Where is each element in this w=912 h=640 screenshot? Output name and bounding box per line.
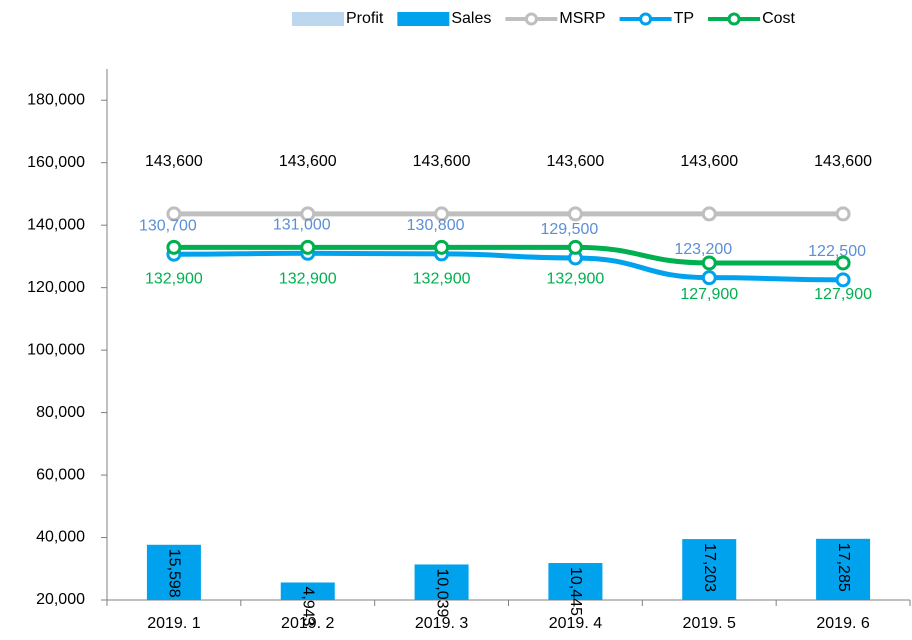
data-label: 122,500: [808, 243, 866, 260]
line: [173, 250, 844, 283]
marker: [434, 206, 450, 222]
data-label: 143,600: [814, 153, 872, 170]
data-label: 127,900: [680, 286, 738, 303]
legend-marker: [727, 12, 741, 26]
y-tick-label: 160,000: [27, 154, 85, 171]
data-label: 129,500: [540, 221, 598, 238]
y-tick-label: 120,000: [27, 279, 85, 296]
x-tick-label: 2019. 3: [415, 615, 468, 632]
legend-label: TP: [674, 10, 694, 27]
bar-label: 10,039: [433, 568, 450, 617]
data-label: 132,900: [279, 271, 337, 288]
data-label: 143,600: [279, 153, 337, 170]
x-tick-label: 2019. 1: [147, 615, 200, 632]
bar: [548, 563, 603, 600]
marker: [701, 206, 717, 222]
marker: [300, 239, 316, 255]
bar: [280, 582, 335, 600]
x-tick-label: 2019. 6: [816, 615, 869, 632]
legend-swatch: [397, 12, 450, 26]
bar: [146, 544, 201, 600]
marker: [835, 206, 851, 222]
data-label: 143,600: [546, 153, 604, 170]
marker: [567, 206, 583, 222]
bar: [816, 538, 871, 600]
legend-label: Profit: [346, 10, 384, 27]
data-label: 143,600: [413, 153, 471, 170]
marker: [567, 239, 583, 255]
bar: [682, 539, 737, 600]
y-tick-label: 100,000: [27, 341, 85, 358]
legend-label: Cost: [762, 10, 795, 27]
data-label: 123,200: [674, 241, 732, 258]
bar-label: 17,285: [835, 543, 852, 592]
bar-label: 15,598: [166, 549, 183, 598]
bar-label: 4,943: [300, 587, 317, 627]
x-tick-label: 2019. 2: [281, 615, 334, 632]
bar-label: 10,445: [567, 567, 584, 616]
y-tick-label: 180,000: [27, 91, 85, 108]
data-label: 131,000: [273, 217, 331, 234]
line: [173, 244, 844, 266]
marker: [166, 239, 182, 255]
marker: [835, 272, 851, 288]
marker: [434, 239, 450, 255]
marker: [701, 270, 717, 286]
x-tick-label: 2019. 4: [549, 615, 602, 632]
data-label: 130,700: [139, 217, 197, 234]
marker: [300, 206, 316, 222]
data-label: 143,600: [680, 153, 738, 170]
data-label: 132,900: [413, 271, 471, 288]
y-tick-label: 60,000: [36, 466, 85, 483]
legend-marker: [524, 12, 538, 26]
y-tick-label: 40,000: [36, 529, 85, 546]
marker: [166, 206, 182, 222]
legend-label: MSRP: [559, 10, 605, 27]
bar: [414, 564, 469, 600]
y-tick-label: 20,000: [36, 591, 85, 608]
data-label: 132,900: [546, 271, 604, 288]
legend-marker: [639, 12, 653, 26]
data-label: 132,900: [145, 271, 203, 288]
bar-label: 17,203: [701, 543, 718, 592]
marker: [835, 255, 851, 271]
legend-label: Sales: [451, 10, 491, 27]
x-tick-label: 2019. 5: [683, 615, 736, 632]
y-tick-label: 80,000: [36, 404, 85, 421]
y-tick-label: 140,000: [27, 216, 85, 233]
legend-swatch: [292, 12, 344, 26]
data-label: 130,800: [407, 217, 465, 234]
data-label: 127,900: [814, 286, 872, 303]
data-label: 143,600: [145, 153, 203, 170]
marker: [701, 255, 717, 271]
